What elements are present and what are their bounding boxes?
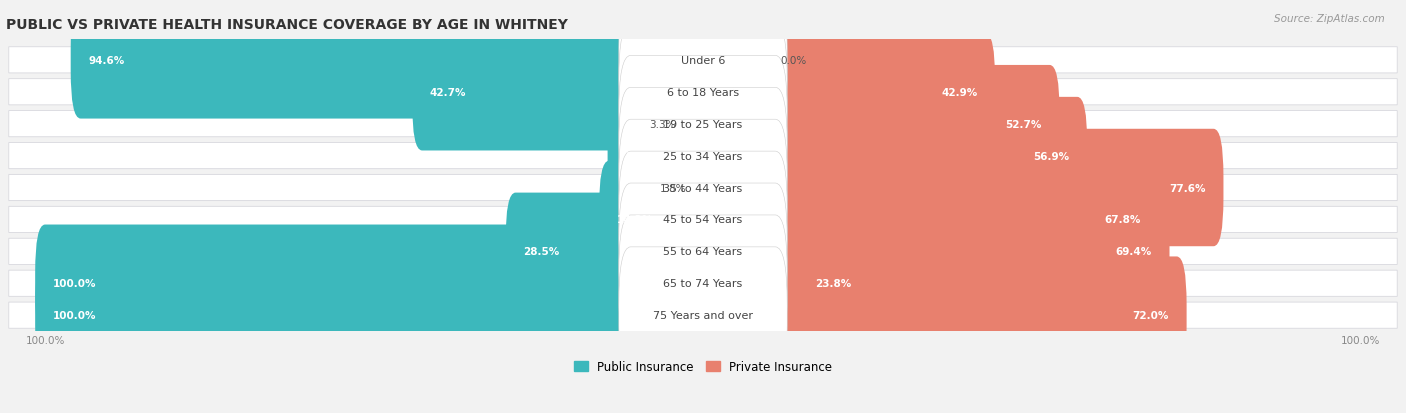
FancyBboxPatch shape <box>619 120 787 256</box>
FancyBboxPatch shape <box>619 24 787 161</box>
FancyBboxPatch shape <box>693 193 1170 310</box>
FancyBboxPatch shape <box>8 302 1398 328</box>
FancyBboxPatch shape <box>619 56 787 192</box>
Text: 0.0%: 0.0% <box>780 56 807 66</box>
FancyBboxPatch shape <box>693 257 1187 374</box>
Text: 100.0%: 100.0% <box>53 311 97 320</box>
FancyBboxPatch shape <box>8 175 1398 201</box>
FancyBboxPatch shape <box>599 161 713 278</box>
Text: 69.4%: 69.4% <box>1115 247 1152 257</box>
Text: 55 to 64 Years: 55 to 64 Years <box>664 247 742 257</box>
Text: 67.8%: 67.8% <box>1105 215 1142 225</box>
FancyBboxPatch shape <box>619 88 787 224</box>
FancyBboxPatch shape <box>693 161 1159 278</box>
FancyBboxPatch shape <box>693 129 1223 247</box>
Text: 35 to 44 Years: 35 to 44 Years <box>664 183 742 193</box>
FancyBboxPatch shape <box>506 193 713 310</box>
FancyBboxPatch shape <box>8 112 1398 138</box>
FancyBboxPatch shape <box>8 143 1398 169</box>
Text: 14.3%: 14.3% <box>617 215 654 225</box>
Text: 77.6%: 77.6% <box>1170 183 1206 193</box>
FancyBboxPatch shape <box>619 184 787 320</box>
Text: 25 to 34 Years: 25 to 34 Years <box>664 151 742 161</box>
Text: 56.9%: 56.9% <box>1033 151 1070 161</box>
Text: 42.9%: 42.9% <box>941 88 977 97</box>
Text: 6 to 18 Years: 6 to 18 Years <box>666 88 740 97</box>
FancyBboxPatch shape <box>35 257 713 374</box>
FancyBboxPatch shape <box>607 97 713 215</box>
Text: 23.8%: 23.8% <box>815 279 852 289</box>
Text: 100.0%: 100.0% <box>53 279 97 289</box>
FancyBboxPatch shape <box>35 225 713 342</box>
Text: 1.8%: 1.8% <box>659 183 686 193</box>
FancyBboxPatch shape <box>693 66 1060 183</box>
Text: 75 Years and over: 75 Years and over <box>652 311 754 320</box>
FancyBboxPatch shape <box>619 216 787 352</box>
FancyBboxPatch shape <box>70 2 713 119</box>
FancyBboxPatch shape <box>412 34 713 151</box>
Text: 52.7%: 52.7% <box>1005 119 1042 129</box>
FancyBboxPatch shape <box>619 247 787 384</box>
Legend: Public Insurance, Private Insurance: Public Insurance, Private Insurance <box>569 356 837 378</box>
Text: PUBLIC VS PRIVATE HEALTH INSURANCE COVERAGE BY AGE IN WHITNEY: PUBLIC VS PRIVATE HEALTH INSURANCE COVER… <box>6 18 568 32</box>
FancyBboxPatch shape <box>8 207 1398 233</box>
FancyBboxPatch shape <box>693 34 995 151</box>
Text: 28.5%: 28.5% <box>523 247 560 257</box>
FancyBboxPatch shape <box>682 129 713 247</box>
FancyBboxPatch shape <box>672 66 713 183</box>
Text: 42.7%: 42.7% <box>430 88 467 97</box>
FancyBboxPatch shape <box>693 225 869 342</box>
Text: 19 to 25 Years: 19 to 25 Years <box>664 119 742 129</box>
Text: 94.6%: 94.6% <box>89 56 125 66</box>
Text: 45 to 54 Years: 45 to 54 Years <box>664 215 742 225</box>
FancyBboxPatch shape <box>693 97 1087 215</box>
FancyBboxPatch shape <box>619 152 787 288</box>
Text: 13.0%: 13.0% <box>626 151 662 161</box>
FancyBboxPatch shape <box>619 0 787 129</box>
Text: Source: ZipAtlas.com: Source: ZipAtlas.com <box>1274 14 1385 24</box>
Text: Under 6: Under 6 <box>681 56 725 66</box>
FancyBboxPatch shape <box>8 239 1398 265</box>
FancyBboxPatch shape <box>8 271 1398 297</box>
Text: 72.0%: 72.0% <box>1132 311 1168 320</box>
FancyBboxPatch shape <box>8 47 1398 74</box>
Text: 3.3%: 3.3% <box>650 119 676 129</box>
FancyBboxPatch shape <box>8 79 1398 106</box>
Text: 65 to 74 Years: 65 to 74 Years <box>664 279 742 289</box>
